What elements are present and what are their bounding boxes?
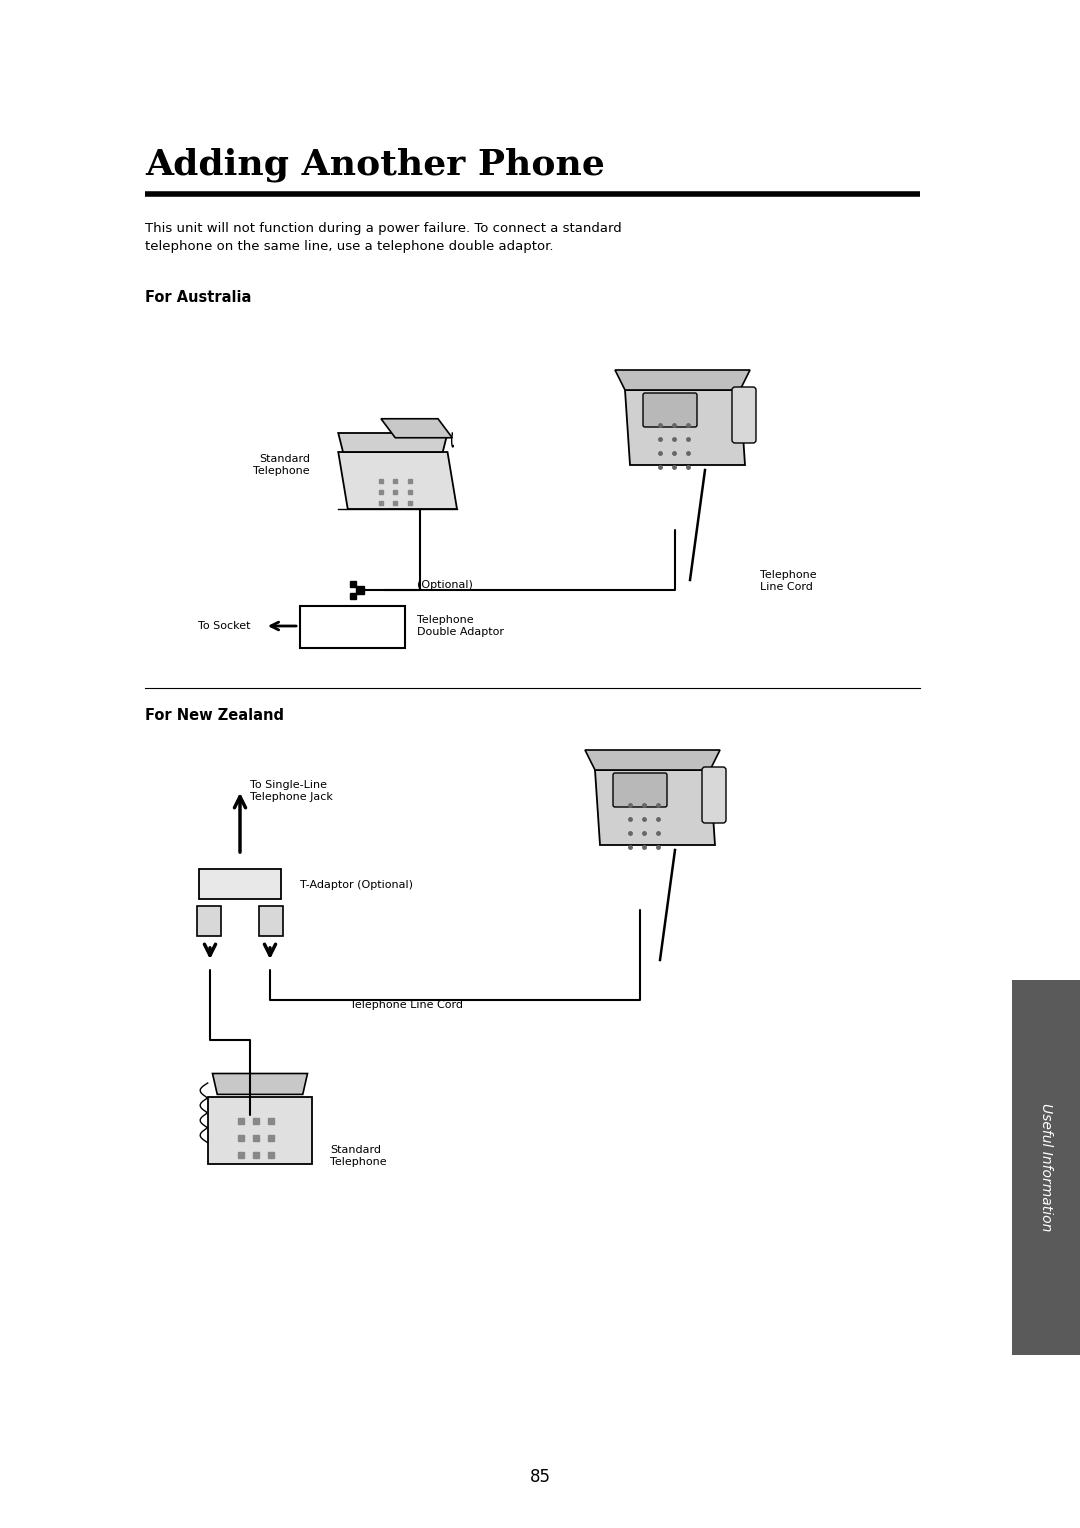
Polygon shape — [381, 419, 453, 437]
Text: Telephone
Line Cord: Telephone Line Cord — [760, 570, 816, 591]
FancyBboxPatch shape — [613, 773, 667, 807]
Polygon shape — [585, 750, 720, 770]
FancyBboxPatch shape — [300, 607, 405, 648]
Polygon shape — [213, 1074, 308, 1094]
Text: (Optional): (Optional) — [417, 581, 473, 590]
Text: Standard
Telephone: Standard Telephone — [330, 1144, 387, 1166]
Text: telephone on the same line, use a telephone double adaptor.: telephone on the same line, use a teleph… — [145, 240, 554, 254]
FancyBboxPatch shape — [199, 869, 281, 898]
FancyBboxPatch shape — [259, 906, 283, 937]
Polygon shape — [625, 390, 745, 465]
Polygon shape — [338, 432, 447, 452]
FancyBboxPatch shape — [643, 393, 697, 426]
Text: Standard
Telephone: Standard Telephone — [254, 454, 310, 475]
Text: Useful Information: Useful Information — [1039, 1103, 1053, 1232]
Bar — [1012, 979, 1080, 1355]
Text: This unit will not function during a power failure. To connect a standard: This unit will not function during a pow… — [145, 222, 622, 235]
Text: Telephone
Double Adaptor: Telephone Double Adaptor — [417, 616, 504, 637]
Polygon shape — [595, 770, 715, 845]
FancyBboxPatch shape — [732, 387, 756, 443]
Text: Adding Another Phone: Adding Another Phone — [145, 148, 605, 182]
Polygon shape — [207, 1097, 312, 1164]
Polygon shape — [615, 370, 750, 390]
Polygon shape — [338, 452, 457, 509]
Text: 85: 85 — [529, 1468, 551, 1487]
Text: For New Zealand: For New Zealand — [145, 707, 284, 723]
Text: For Australia: For Australia — [145, 290, 252, 306]
Text: T-Adaptor (Optional): T-Adaptor (Optional) — [300, 880, 413, 889]
FancyBboxPatch shape — [702, 767, 726, 824]
Text: To Single-Line
Telephone Jack: To Single-Line Telephone Jack — [249, 779, 333, 802]
Text: Telephone Line Cord: Telephone Line Cord — [350, 999, 463, 1010]
FancyBboxPatch shape — [197, 906, 221, 937]
Text: To Socket: To Socket — [198, 620, 249, 631]
